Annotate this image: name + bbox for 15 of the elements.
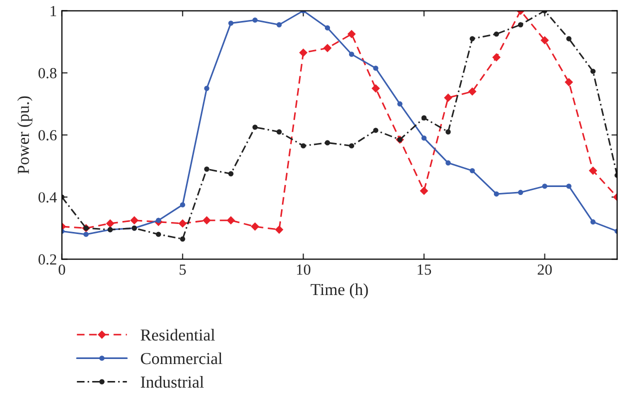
legend-label: Commercial [140,352,222,364]
y-tick-label: 1 [50,6,56,16]
x-tick-label: 0 [58,264,66,275]
y-tick-label: 0.6 [38,130,57,140]
legend-label: Residential [140,328,215,341]
y-axis-title: Power (pu.) [17,96,32,174]
legend-label: Industrial [140,376,204,388]
x-tick-label: 20 [538,264,552,275]
y-tick-label: 0.4 [38,192,57,203]
x-axis-title: Time (h) [310,283,368,299]
x-tick-label: 15 [418,264,432,275]
x-tick-label: 5 [180,264,186,275]
y-tick-label: 0.2 [38,254,56,265]
y-tick-label: 0.8 [38,68,56,78]
x-tick-label: 10 [297,264,310,275]
